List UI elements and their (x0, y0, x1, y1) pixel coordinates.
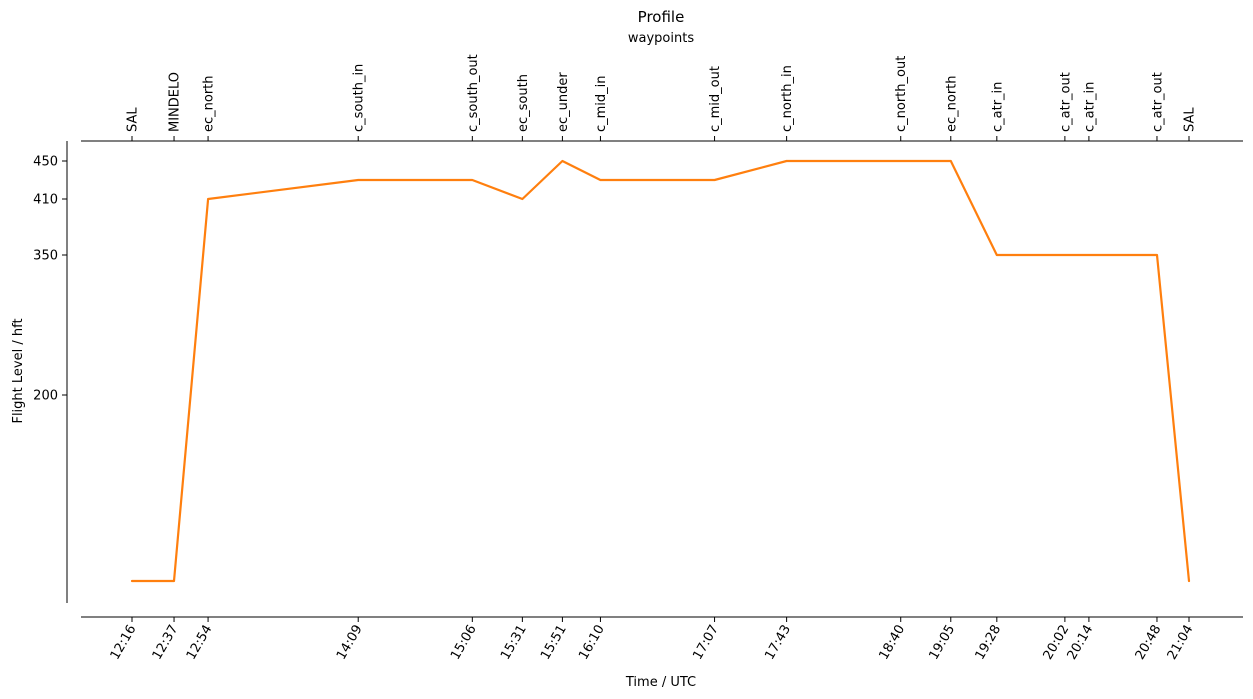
waypoint-tick-label: c_atr_in (1082, 82, 1097, 132)
waypoint-tick-label: ec_south (516, 74, 531, 132)
waypoint-tick-label: c_north_in (780, 65, 795, 132)
waypoint-tick-label: SAL (126, 107, 141, 132)
time-tick-label: 15:06 (448, 623, 480, 663)
y-tick-label: 450 (33, 155, 58, 170)
time-tick-label: 12:37 (150, 623, 182, 663)
y-tick-label: 410 (33, 193, 58, 208)
top-axis-label: waypoints (628, 31, 694, 46)
time-tick-label: 12:54 (184, 623, 216, 663)
flight-level-series (130, 159, 1191, 583)
y-axis-ticks: 200 350 410 450 (33, 155, 67, 404)
waypoint-tick-label: c_mid_out (708, 66, 723, 132)
time-tick-label: 15:31 (498, 623, 530, 663)
x-axis-label: Time / UTC (625, 675, 696, 690)
waypoint-tick-label: c_atr_out (1058, 72, 1073, 132)
waypoint-tick-label: c_north_out (894, 56, 909, 132)
waypoint-tick-label: MINDELO (168, 72, 183, 132)
time-tick-label: 16:10 (576, 623, 608, 663)
time-tick-label: 17:07 (690, 623, 722, 663)
waypoint-tick-label: ec_north (944, 75, 959, 132)
y-tick-label: 350 (33, 249, 58, 264)
waypoint-tick-label: c_south_out (466, 54, 481, 132)
waypoint-tick-label: c_atr_out (1150, 72, 1165, 132)
waypoint-tick-label: ec_north (202, 75, 217, 132)
y-axis-label: Flight Level / hft (11, 318, 26, 423)
time-tick-label: 19:05 (927, 623, 959, 663)
waypoint-tick-label: ec_under (556, 72, 571, 132)
waypoint-tick-label: c_mid_in (594, 75, 609, 132)
time-tick-label: 12:16 (108, 623, 140, 663)
chart-title: Profile (638, 8, 685, 26)
time-tick-label: 19:28 (973, 623, 1005, 663)
waypoint-tick-label: SAL (1183, 107, 1198, 132)
time-tick-label: 21:04 (1165, 623, 1197, 663)
y-tick-label: 200 (33, 389, 58, 404)
waypoint-tick-label: c_atr_in (990, 82, 1005, 132)
flight-level-line (130, 159, 1191, 583)
time-tick-label: 14:09 (334, 623, 366, 663)
waypoint-axis-ticks: SAL MINDELO ec_north c_south_in c_south_out e… (126, 54, 1198, 141)
time-tick-label: 20:48 (1133, 623, 1165, 663)
time-tick-label: 17:43 (762, 623, 794, 663)
time-tick-label: 18:40 (876, 623, 908, 663)
waypoint-tick-label: c_south_in (352, 64, 367, 132)
time-tick-label: 15:51 (538, 623, 570, 663)
time-axis-ticks: 12:16 12:37 12:54 14:09 15:06 15:31 15:51 16:10… (108, 617, 1197, 663)
